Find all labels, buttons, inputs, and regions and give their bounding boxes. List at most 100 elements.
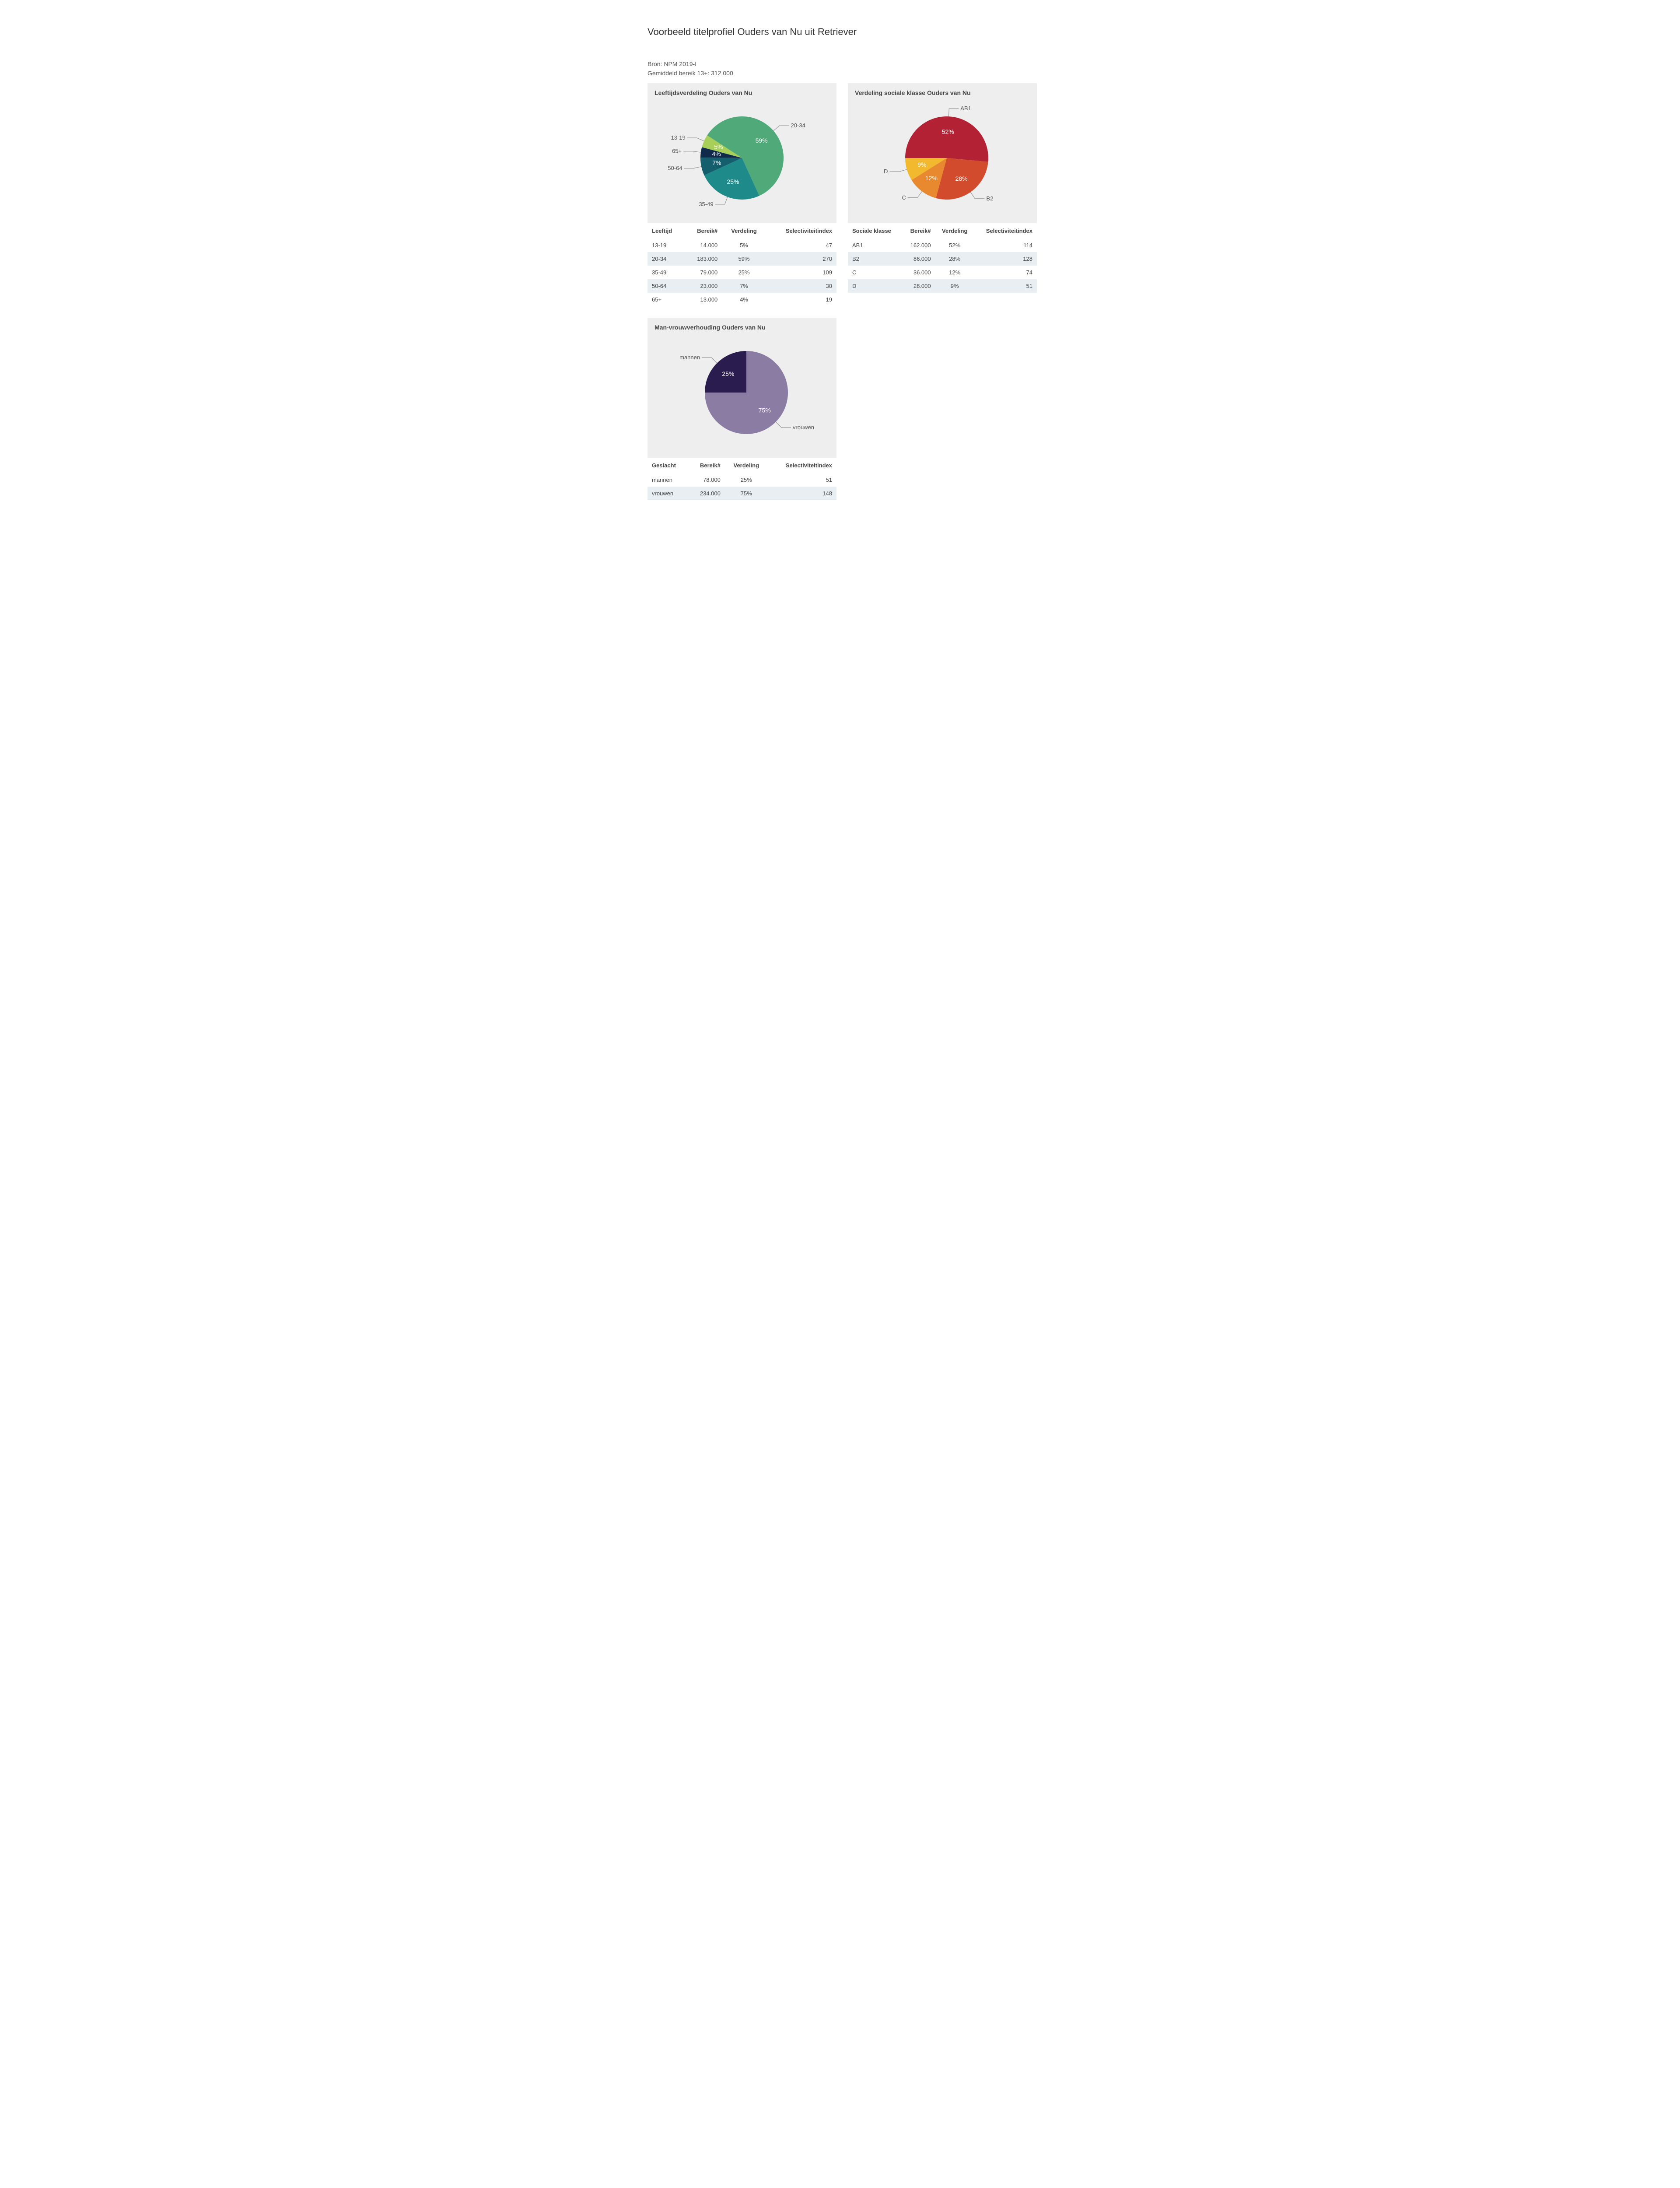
table-cell: 50-64 <box>648 279 685 293</box>
table-age: LeeftijdBereik#VerdelingSelectiviteitind… <box>648 223 836 306</box>
table-cell: 13.000 <box>685 293 722 306</box>
table-cell: 9% <box>935 279 974 293</box>
table-row: 50-6423.0007%30 <box>648 279 836 293</box>
slice-callout-label: vrouwen <box>793 424 814 431</box>
slice-percent-label: 25% <box>722 370 734 377</box>
page: Voorbeeld titelprofiel Ouders van Nu uit… <box>630 0 1050 544</box>
table-cell: 234.000 <box>688 487 724 500</box>
slice-callout-label: AB1 <box>960 105 971 112</box>
chart-title-gender: Man-vrouwverhouding Ouders van Nu <box>654 324 830 331</box>
table-cell: 148 <box>768 487 836 500</box>
chart-box-gender: Man-vrouwverhouding Ouders van Nu 25% man… <box>648 318 836 458</box>
table-cell: 47 <box>766 238 836 252</box>
chart-title-social: Verdeling sociale klasse Ouders van Nu <box>855 89 1030 96</box>
table-cell: 7% <box>722 279 766 293</box>
table-cell: 19 <box>766 293 836 306</box>
leader-line <box>715 197 728 204</box>
pie-slice <box>905 116 988 162</box>
table-row: mannen78.00025%51 <box>648 473 836 487</box>
table-header-cell: Selectiviteitindex <box>768 458 836 473</box>
table-gender: GeslachtBereik#VerdelingSelectiviteitind… <box>648 458 836 500</box>
table-cell: 12% <box>935 266 974 279</box>
slice-percent-label: 75% <box>759 407 771 414</box>
slice-percent-label: 52% <box>942 128 954 135</box>
slice-percent-label: 9% <box>917 161 926 168</box>
table-cell: 78.000 <box>688 473 724 487</box>
table-cell: 59% <box>722 252 766 266</box>
table-cell: 5% <box>722 238 766 252</box>
table-cell: 13-19 <box>648 238 685 252</box>
slice-percent-label: 4% <box>712 151 721 158</box>
page-title: Voorbeeld titelprofiel Ouders van Nu uit… <box>648 26 1032 38</box>
table-cell: 270 <box>766 252 836 266</box>
table-header-cell: Bereik# <box>685 223 722 238</box>
table-cell: 23.000 <box>685 279 722 293</box>
table-header-cell: Verdeling <box>725 458 768 473</box>
pie-chart-age: 5%13-1959%20-3425%35-497%50-644%65+ <box>654 99 830 213</box>
table-cell: 28% <box>935 252 974 266</box>
slice-callout-label: 65+ <box>672 148 682 154</box>
table-row: AB1162.00052%114 <box>848 238 1037 252</box>
table-cell: 162.000 <box>902 238 935 252</box>
leader-line <box>774 126 789 131</box>
table-row: D28.0009%51 <box>848 279 1037 293</box>
panel-age: Leeftijdsverdeling Ouders van Nu 5%13-19… <box>648 83 836 306</box>
table-cell: 128 <box>974 252 1037 266</box>
table-cell: 65+ <box>648 293 685 306</box>
table-cell: vrouwen <box>648 487 688 500</box>
table-cell: 20-34 <box>648 252 685 266</box>
table-cell: 51 <box>768 473 836 487</box>
pie-chart-social: 52%AB128%B212%C9%D <box>855 99 1030 213</box>
panel-gender: Man-vrouwverhouding Ouders van Nu 25%man… <box>648 318 836 500</box>
slice-percent-label: 7% <box>712 159 721 166</box>
table-header-cell: Selectiviteitindex <box>766 223 836 238</box>
table-header-cell: Geslacht <box>648 458 688 473</box>
pie-chart-gender: 25% mannen 75% vrouwen <box>654 333 830 447</box>
table-cell: 109 <box>766 266 836 279</box>
table-cell: 25% <box>722 266 766 279</box>
table-cell: 75% <box>725 487 768 500</box>
slice-callout-label: mannen <box>679 354 700 361</box>
leader-line <box>970 192 984 199</box>
table-cell: 35-49 <box>648 266 685 279</box>
panel-grid: Leeftijdsverdeling Ouders van Nu 5%13-19… <box>648 83 1032 500</box>
table-cell: 51 <box>974 279 1037 293</box>
slice-callout-label: 13-19 <box>671 134 686 141</box>
table-row: 35-4979.00025%109 <box>648 266 836 279</box>
leader-line <box>702 358 717 363</box>
table-header-cell: Verdeling <box>722 223 766 238</box>
table-row: 65+13.0004%19 <box>648 293 836 306</box>
table-header-cell: Bereik# <box>688 458 724 473</box>
table-cell: 25% <box>725 473 768 487</box>
table-cell: 79.000 <box>685 266 722 279</box>
table-header-cell: Verdeling <box>935 223 974 238</box>
table-row: 13-1914.0005%47 <box>648 238 836 252</box>
leader-line <box>889 169 906 172</box>
leader-line <box>776 422 791 428</box>
table-cell: 86.000 <box>902 252 935 266</box>
slice-callout-label: B2 <box>986 195 993 202</box>
leader-line <box>948 109 959 116</box>
table-social: Sociale klasseBereik#VerdelingSelectivit… <box>848 223 1037 293</box>
slice-callout-label: C <box>902 194 906 201</box>
table-row: C36.00012%74 <box>848 266 1037 279</box>
source-line: Bron: NPM 2019-I <box>648 60 1032 69</box>
table-cell: 52% <box>935 238 974 252</box>
table-header-cell: Sociale klasse <box>848 223 902 238</box>
table-row: B286.00028%128 <box>848 252 1037 266</box>
slice-percent-label: 12% <box>925 175 938 182</box>
slice-callout-label: 35-49 <box>699 201 713 207</box>
leader-line <box>684 167 701 168</box>
table-cell: 36.000 <box>902 266 935 279</box>
table-header-cell: Leeftijd <box>648 223 685 238</box>
table-row: 20-34183.00059%270 <box>648 252 836 266</box>
meta-block: Bron: NPM 2019-I Gemiddeld bereik 13+: 3… <box>648 60 1032 78</box>
table-cell: 4% <box>722 293 766 306</box>
table-header-cell: Bereik# <box>902 223 935 238</box>
reach-line: Gemiddeld bereik 13+: 312.000 <box>648 69 1032 78</box>
table-cell: D <box>848 279 902 293</box>
chart-box-age: Leeftijdsverdeling Ouders van Nu 5%13-19… <box>648 83 836 223</box>
panel-social: Verdeling sociale klasse Ouders van Nu 5… <box>848 83 1037 306</box>
table-cell: 30 <box>766 279 836 293</box>
table-cell: 183.000 <box>685 252 722 266</box>
